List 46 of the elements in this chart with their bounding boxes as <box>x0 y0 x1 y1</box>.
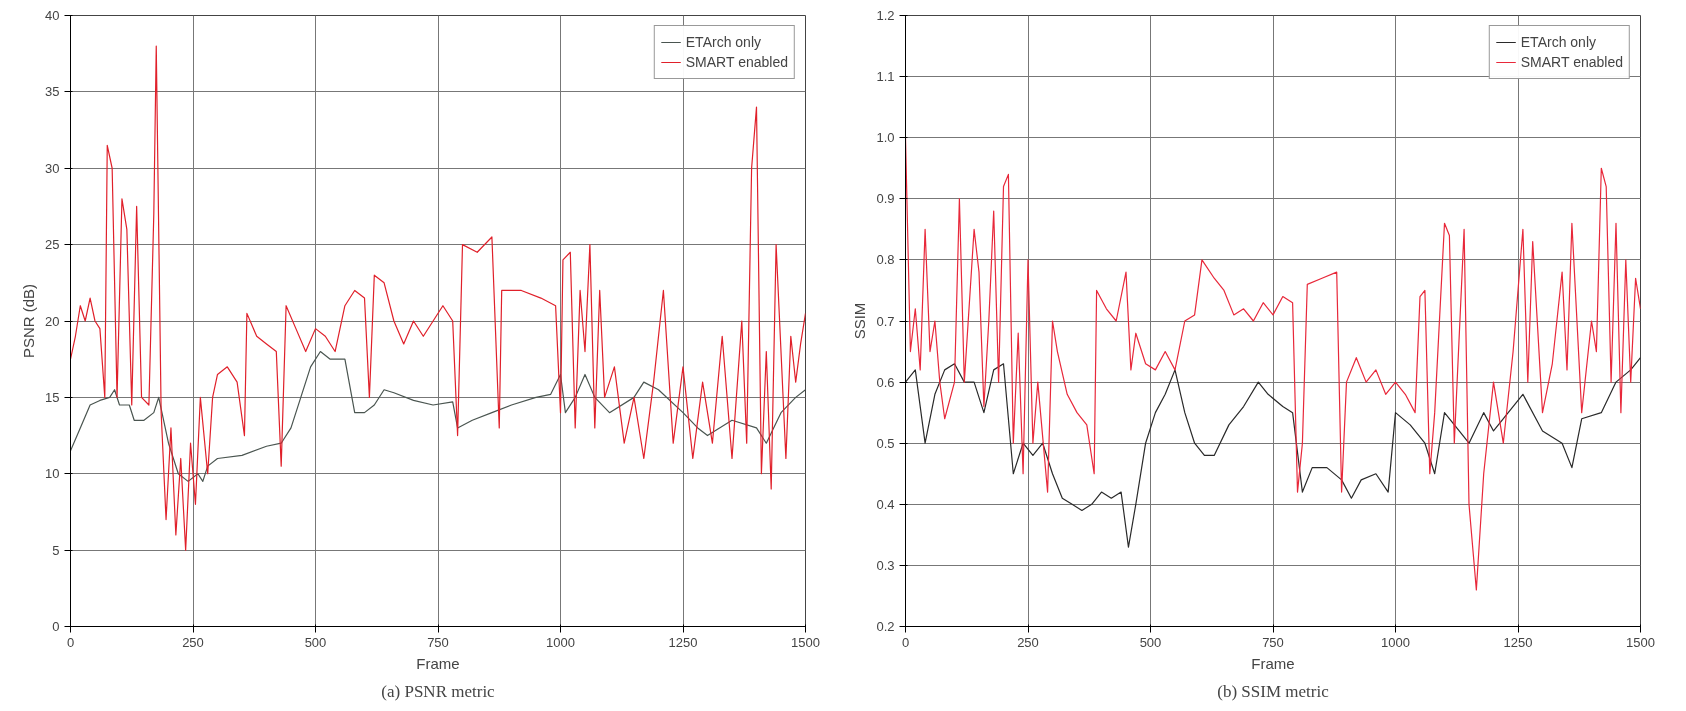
y-tick-label: 35 <box>45 84 60 100</box>
x-tick-label: 750 <box>1262 634 1284 650</box>
y-tick-label: 1.0 <box>876 130 895 146</box>
y-tick-label: 20 <box>45 313 60 329</box>
x-tick-label: 1500 <box>1626 634 1655 650</box>
y-tick-label: 1.1 <box>876 69 895 85</box>
x-tick-label: 1250 <box>1503 634 1533 650</box>
y-tick-label: 0.8 <box>876 252 895 268</box>
y-tick-label: 25 <box>45 237 60 253</box>
line-series <box>905 357 1641 548</box>
legend-label: SMART enabled <box>1520 54 1623 70</box>
y-axis-title: PSNR (dB) <box>20 283 38 359</box>
x-axis-title: Frame <box>416 654 460 672</box>
y-tick-label: 1.2 <box>876 8 895 23</box>
legend-label: ETArch only <box>685 34 761 50</box>
x-tick-label: 0 <box>66 634 75 650</box>
x-tick-label: 250 <box>182 634 204 650</box>
x-tick-label: 750 <box>427 634 449 650</box>
y-tick-label: 10 <box>45 466 60 482</box>
y-tick-label: 5 <box>52 542 60 558</box>
y-tick-label: 0.4 <box>876 496 895 512</box>
y-tick-label: 0.2 <box>876 619 895 634</box>
x-axis-title: Frame <box>1251 654 1295 672</box>
y-tick-label: 0.9 <box>876 191 895 207</box>
y-tick-label: 0.5 <box>876 435 895 451</box>
legend-label: ETArch only <box>1520 34 1596 50</box>
x-tick-label: 1250 <box>668 634 698 650</box>
line-series <box>70 350 806 482</box>
legend-label: SMART enabled <box>685 54 788 70</box>
y-axis-title: SSIM <box>851 302 869 340</box>
y-tick-label: 0 <box>52 619 60 634</box>
x-tick-label: 1000 <box>1381 634 1410 650</box>
y-tick-label: 0.3 <box>876 557 895 573</box>
x-tick-label: 250 <box>1017 634 1039 650</box>
x-tick-label: 1000 <box>546 634 575 650</box>
x-tick-label: 500 <box>304 634 327 650</box>
y-tick-label: 15 <box>45 389 60 405</box>
text: (b) SSIM metric <box>1217 681 1330 701</box>
y-tick-label: 30 <box>45 160 60 176</box>
x-tick-label: 0 <box>901 634 910 650</box>
x-tick-label: 500 <box>1139 634 1162 650</box>
text: (a) PSNR metric <box>381 681 496 701</box>
y-tick-label: 40 <box>45 8 60 23</box>
x-tick-label: 1500 <box>791 634 820 650</box>
y-tick-label: 0.7 <box>876 313 895 329</box>
y-tick-label: 0.6 <box>876 374 895 390</box>
